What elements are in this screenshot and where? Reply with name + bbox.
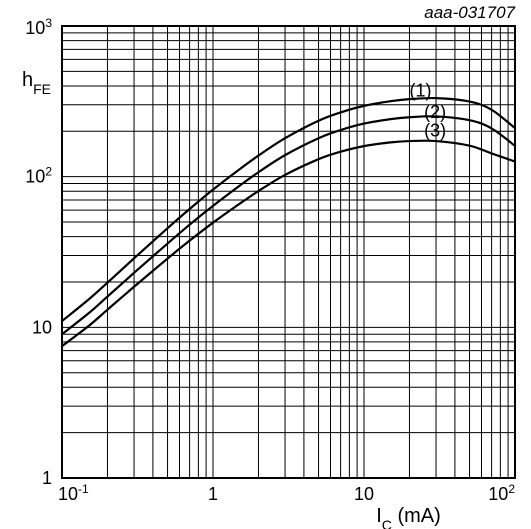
x-tick-label: 10 xyxy=(354,484,374,504)
chart-container: (1)(2)(3)10-1110102110102103IC (mA)hFEaa… xyxy=(0,0,531,529)
curve-label-2: (2) xyxy=(424,102,446,122)
curve-label-1: (1) xyxy=(409,81,431,101)
hfe-vs-ic-chart: (1)(2)(3)10-1110102110102103IC (mA)hFEaa… xyxy=(0,0,531,529)
y-tick-label: 1 xyxy=(42,468,52,488)
figure-id-label: aaa-031707 xyxy=(424,3,515,22)
x-tick-label: 1 xyxy=(208,484,218,504)
y-tick-label: 10 xyxy=(32,317,52,337)
curve-label-3: (3) xyxy=(424,120,446,140)
